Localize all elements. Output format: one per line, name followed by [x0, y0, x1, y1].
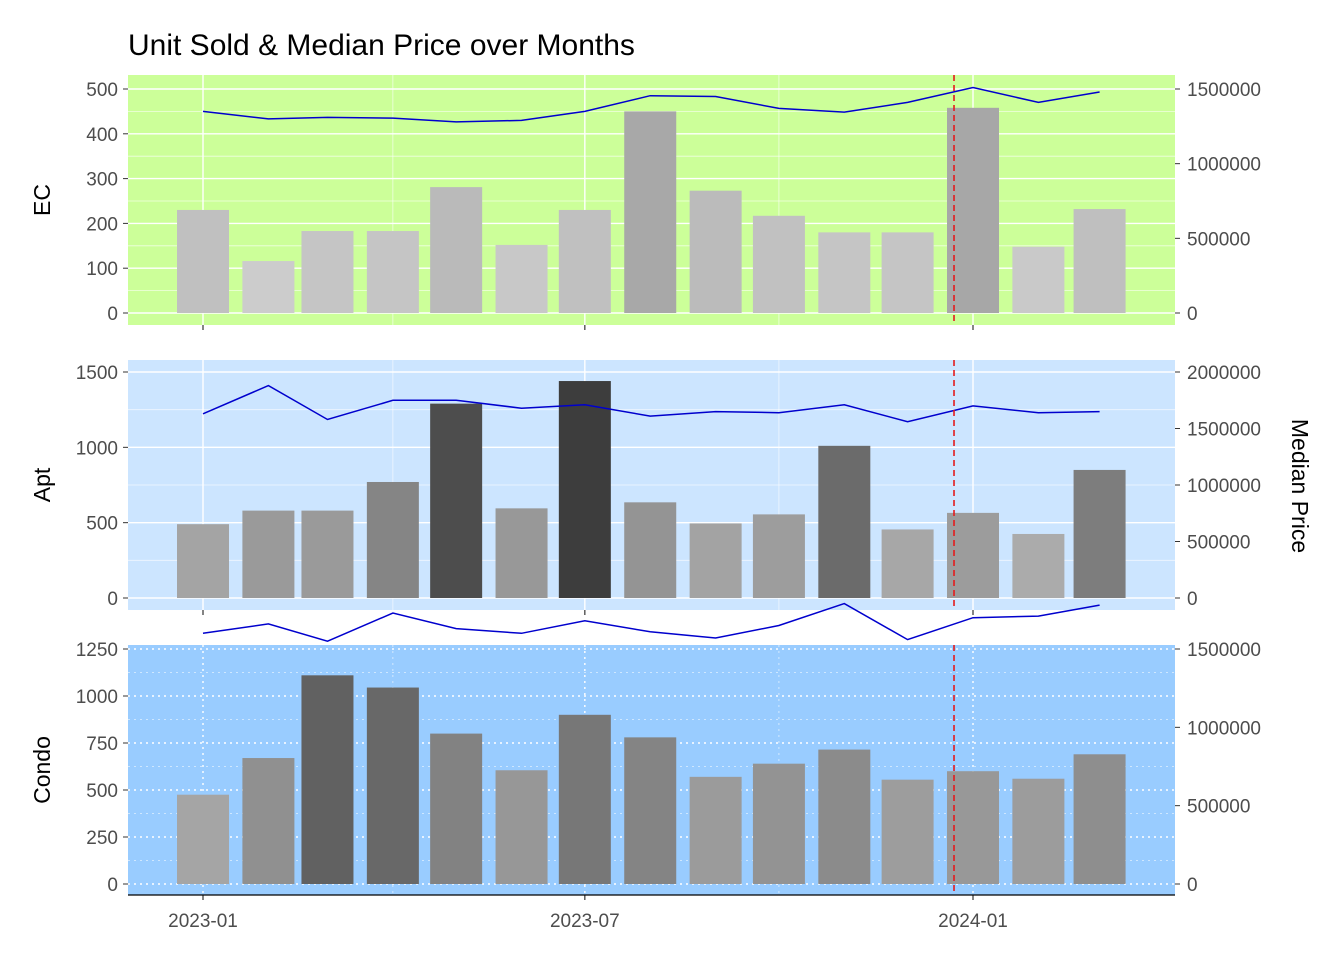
y-tick-label: 0: [107, 304, 118, 325]
bar-2023-10: [752, 763, 805, 884]
bar-2023-04: [366, 687, 419, 884]
bar-2024-03: [1073, 209, 1126, 313]
facet-label-ec: EC: [29, 184, 55, 216]
y2-tick-label: 0: [1187, 304, 1198, 325]
bar-2024-01: [947, 771, 999, 884]
y2-tick-label: 1500000: [1187, 420, 1261, 441]
facet-label-condo: Condo: [29, 736, 55, 804]
y2-tick-label: 1000000: [1187, 476, 1261, 497]
y-tick-label: 200: [86, 214, 118, 235]
bar-2023-03: [301, 231, 354, 313]
y-tick-label: 1000: [76, 687, 118, 708]
bar-2023-06: [495, 244, 548, 313]
median-price-line: [202, 86, 1100, 123]
bar-2023-01: [177, 524, 229, 598]
bar-2023-07: [558, 714, 611, 884]
bar-2023-06: [495, 770, 548, 884]
y2-tick-label: 500000: [1187, 229, 1250, 250]
median-price-line: [202, 384, 1100, 423]
bar-2024-03: [1073, 469, 1126, 598]
bar-2023-07: [558, 209, 611, 313]
bar-2023-02: [242, 261, 295, 313]
facet-label-apt: Apt: [29, 467, 55, 502]
bar-2023-09: [689, 523, 742, 598]
bar-2024-02: [1012, 533, 1065, 598]
bar-2023-04: [366, 231, 419, 313]
y2-tick-label: 1000000: [1187, 718, 1261, 739]
x-tick-label: 2023-01: [168, 911, 238, 932]
panel-ec: 0 100 200 300 400 500 0 500000 1000000 1500000 EC: [29, 75, 1261, 330]
bar-2023-02: [242, 758, 295, 884]
bar-2023-09: [689, 190, 742, 313]
y-tick-label: 100: [86, 259, 118, 280]
bar-2023-05: [430, 403, 483, 598]
bar-2023-12: [881, 529, 934, 598]
bar-2024-01: [947, 107, 999, 313]
bar-2023-05: [430, 187, 483, 313]
bar-2023-12: [881, 232, 934, 313]
x-tick-label: 2023-07: [550, 911, 620, 932]
bar-2023-12: [881, 779, 934, 884]
bar-2023-01: [177, 794, 229, 884]
bar-2023-08: [624, 111, 677, 314]
y-tick-label: 300: [86, 170, 118, 191]
bar-2023-03: [301, 675, 354, 884]
y2-tick-label: 0: [1187, 589, 1198, 610]
y-tick-label: 0: [107, 875, 118, 896]
bar-2024-02: [1012, 246, 1065, 313]
y-tick-label: 1500: [76, 363, 118, 384]
bar-2023-02: [242, 510, 295, 598]
bar-2023-08: [624, 502, 677, 598]
secondary-axis-title: Median Price: [1287, 419, 1313, 553]
bar-2023-03: [301, 510, 354, 598]
y-tick-label: 1000: [76, 438, 118, 459]
y-tick-label: 0: [107, 589, 118, 610]
y-tick-label: 750: [86, 734, 118, 755]
bar-2024-01: [947, 512, 999, 598]
y-tick-label: 400: [86, 125, 118, 146]
bar-2023-01: [177, 209, 229, 313]
y-tick-label: 250: [86, 828, 118, 849]
panel-apt: 0 500 1000 1500 0 500000 1000000 1500000 2000000…: [29, 360, 1261, 615]
median-price-line: [202, 602, 1100, 642]
y-tick-label: 500: [86, 781, 118, 802]
bar-2023-11: [818, 232, 871, 313]
y2-tick-label: 2000000: [1187, 363, 1261, 384]
bar-2023-10: [752, 215, 805, 313]
bar-2024-02: [1012, 778, 1065, 884]
y-tick-label: 500: [86, 514, 118, 535]
bar-2023-04: [366, 481, 419, 598]
y2-tick-label: 1500000: [1187, 640, 1261, 661]
bar-2023-08: [624, 737, 677, 884]
bar-2023-11: [818, 749, 871, 884]
y-tick-label: 500: [86, 80, 118, 101]
y2-tick-label: 500000: [1187, 533, 1250, 554]
y2-tick-label: 0: [1187, 875, 1198, 896]
y2-tick-label: 1000000: [1187, 155, 1261, 176]
y2-tick-label: 500000: [1187, 797, 1250, 818]
bar-2023-09: [689, 776, 742, 884]
bar-2023-05: [430, 733, 483, 884]
bar-2023-11: [818, 445, 871, 598]
panel-condo: 0 250 500 750 1000 1250 0 500000 1000000 1500000 C…: [29, 602, 1261, 900]
y-tick-label: 1250: [76, 640, 118, 661]
bar-2023-10: [752, 514, 805, 598]
bar-2023-07: [558, 381, 611, 598]
bar-2023-06: [495, 508, 548, 598]
x-tick-label: 2024-01: [938, 911, 1008, 932]
bar-2024-03: [1073, 754, 1126, 884]
y2-tick-label: 1500000: [1187, 80, 1261, 101]
chart-title: Unit Sold & Median Price over Months: [128, 29, 635, 62]
